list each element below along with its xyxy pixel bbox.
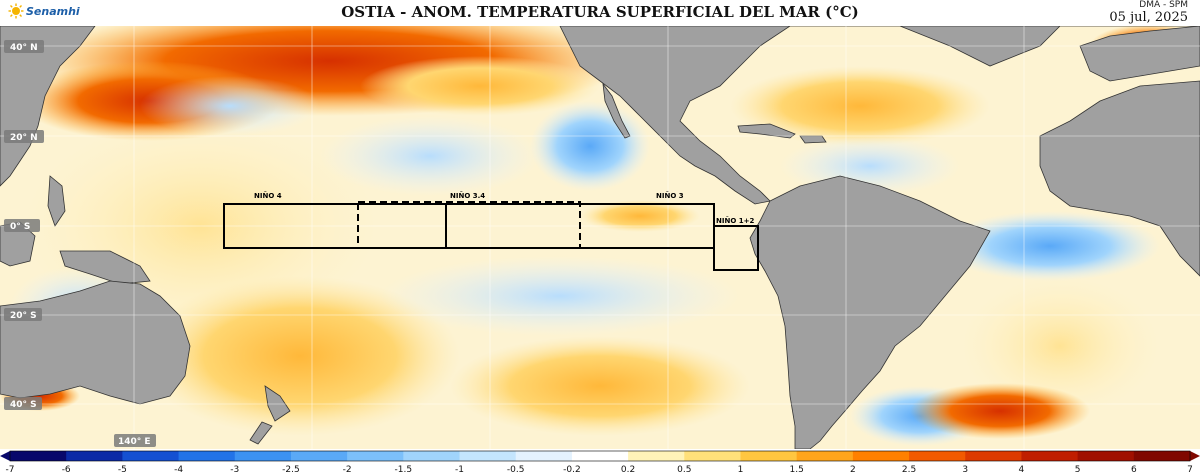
senamhi-logo: Senamhi <box>4 2 94 24</box>
colorbar-segment <box>234 451 292 461</box>
svg-text:40° S: 40° S <box>10 400 37 410</box>
colorbar-segment <box>66 451 123 461</box>
colorbar-tick-label: -1 <box>455 465 464 475</box>
logo-text: Senamhi <box>26 5 80 18</box>
lat-label-20n: 20° N <box>4 130 44 143</box>
svg-text:20° S: 20° S <box>10 311 37 321</box>
colorbar-segment <box>1077 451 1135 461</box>
colorbar-segment <box>1133 451 1191 461</box>
colorbar-segment <box>459 451 517 461</box>
land-new-guinea <box>59 250 151 285</box>
colorbar-segment <box>684 451 741 461</box>
lon-label-140e: 140° E <box>114 434 156 447</box>
colorbar-tick-label: -2 <box>343 465 352 475</box>
colorbar-segment <box>347 451 404 461</box>
land-hispaniola <box>799 135 827 144</box>
land-new-zealand <box>249 385 291 445</box>
colorbar-tick-label: 5 <box>1075 465 1081 475</box>
land-australia <box>0 280 191 405</box>
land-africa <box>1039 80 1200 277</box>
lat-label-0: 0° S <box>4 219 40 232</box>
colorbar-segment <box>909 451 966 461</box>
colorbar-tick-label: 0.5 <box>677 465 691 475</box>
colorbar-tick-label: 7 <box>1187 465 1193 475</box>
colorbar-segments <box>0 450 1200 462</box>
land-north-america <box>559 26 1200 205</box>
colorbar-tick-label: 2 <box>850 465 856 475</box>
graticule <box>0 26 1200 449</box>
colorbar-segment <box>10 451 67 461</box>
land-philippines <box>47 175 66 227</box>
colorbar-segment <box>403 451 461 461</box>
colorbar-tick-label: -6 <box>62 465 71 475</box>
map-title: OSTIA - ANOM. TEMPERATURA SUPERFICIAL DE… <box>341 3 859 21</box>
colorbar-tick-label: -5 <box>118 465 127 475</box>
colorbar-tick-label: -7 <box>6 465 15 475</box>
colorbar-segment <box>515 451 573 461</box>
svg-text:20° N: 20° N <box>10 133 38 143</box>
colorbar-tick-label: 4 <box>1019 465 1025 475</box>
lat-label-20s: 20° S <box>4 308 42 321</box>
colorbar-segment <box>122 451 180 461</box>
colorbar-tick-label: 0.2 <box>621 465 635 475</box>
organization-label: DMA - SPM <box>1139 0 1188 10</box>
colorbar-segment <box>628 451 685 461</box>
header: Senamhi OSTIA - ANOM. TEMPERATURA SUPERF… <box>0 0 1200 26</box>
nino-12-box <box>713 225 759 271</box>
colorbar-tick-label: -0.5 <box>507 465 525 475</box>
colorbar-tick-label: 2.5 <box>902 465 916 475</box>
colorbar-ticks: -7 -6 -5 -4 -3 -2.5 -2 -1.5 -1 -0.5 -0.2 0.2 0.5 1 1.5… <box>6 465 1193 475</box>
colorbar-tick-label: 1 <box>738 465 744 475</box>
colorbar-tick-label: 6 <box>1131 465 1137 475</box>
land-europe <box>1079 26 1200 82</box>
nino-34-label: NIÑO 3.4 <box>450 191 485 200</box>
sun-icon <box>8 3 24 19</box>
sst-anomaly-map: NIÑO 4 NIÑO 3.4 NIÑO 3 NIÑO 1+2 40° N 20… <box>0 26 1200 449</box>
colorbar-segment <box>290 451 348 461</box>
nino-12-label: NIÑO 1+2 <box>716 216 754 225</box>
nino-labels: NIÑO 4 NIÑO 3.4 NIÑO 3 NIÑO 1+2 <box>254 191 754 225</box>
date-label: 05 jul, 2025 <box>1109 10 1188 25</box>
colorbar-tick-label: 3 <box>962 465 968 475</box>
colorbar-tick-label: -1.5 <box>395 465 413 475</box>
land-south-america <box>749 175 991 449</box>
svg-text:40° N: 40° N <box>10 43 38 53</box>
svg-text:0° S: 0° S <box>10 222 30 232</box>
colorbar-outline <box>9 450 1191 462</box>
colorbar-segment <box>571 451 629 461</box>
nino-4-label: NIÑO 4 <box>254 191 282 200</box>
land-asia <box>0 26 96 187</box>
colorbar-tick-label: -4 <box>174 465 183 475</box>
lat-label-40s: 40° S <box>4 397 42 410</box>
colorbar-tick-label: -0.2 <box>563 465 581 475</box>
colorbar-segment <box>178 451 236 461</box>
colorbar-segment <box>740 451 798 461</box>
colorbar-right-arrow <box>1190 451 1200 461</box>
nino-3-label: NIÑO 3 <box>656 191 684 200</box>
lat-labels: 40° N 20° N 0° S 20° S 40° S 140° E <box>4 40 156 447</box>
colorbar-tick-label: -2.5 <box>282 465 300 475</box>
colorbar-tick-label: -3 <box>230 465 239 475</box>
colorbar-segment <box>796 451 854 461</box>
land <box>0 26 1200 449</box>
land-cuba <box>737 123 796 139</box>
svg-text:140° E: 140° E <box>118 437 151 447</box>
colorbar-segment <box>965 451 1022 461</box>
colorbar-tick-label: 1.5 <box>790 465 804 475</box>
colorbar: -7 -6 -5 -4 -3 -2.5 -2 -1.5 -1 -0.5 -0.2 0.2 0.5 1 1.5… <box>0 450 1200 475</box>
colorbar-left-arrow <box>0 451 10 461</box>
colorbar-segment <box>852 451 910 461</box>
colorbar-segment <box>1021 451 1079 461</box>
meta-block: DMA - SPM 05 jul, 2025 <box>1109 0 1188 25</box>
land-baja <box>602 82 631 139</box>
nino-regions <box>223 201 759 271</box>
lat-label-40n: 40° N <box>4 40 44 53</box>
